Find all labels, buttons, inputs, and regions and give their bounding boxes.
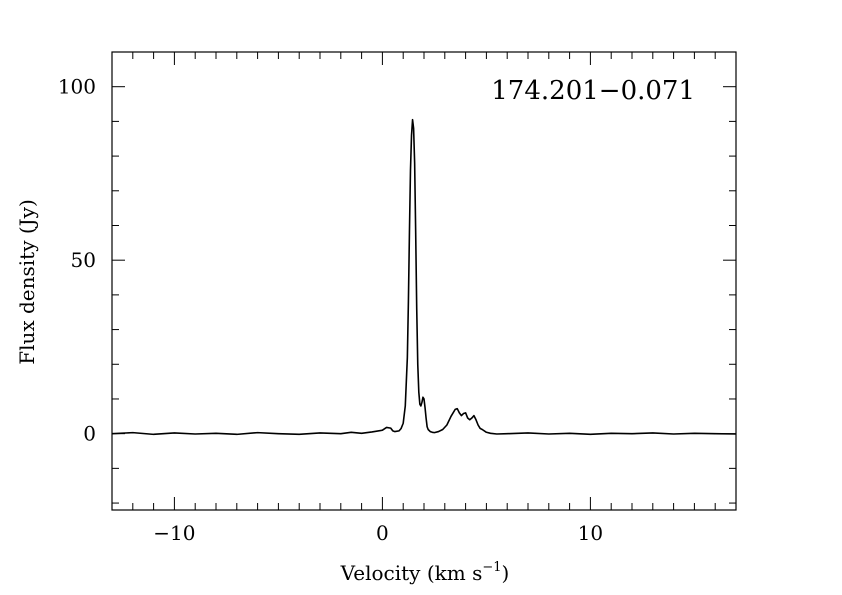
plot-frame bbox=[111, 51, 737, 511]
y-tick-label: 100 bbox=[58, 75, 96, 99]
y-tick-label: 0 bbox=[83, 422, 96, 446]
x-tick-label: 0 bbox=[376, 521, 389, 545]
x-tick-label: 10 bbox=[578, 521, 603, 545]
y-axis-title: Flux density (Jy) bbox=[15, 199, 39, 365]
x-axis-title: Velocity (km s−1) bbox=[340, 560, 510, 585]
x-axis-title-exponent: −1 bbox=[482, 560, 501, 575]
x-tick-label: −10 bbox=[153, 521, 195, 545]
y-tick-label: 50 bbox=[71, 248, 96, 272]
panel-label: 174.201−0.071 bbox=[491, 76, 695, 106]
axis-ticks bbox=[111, 51, 737, 510]
spectrum-series-line bbox=[111, 118, 737, 436]
x-axis-title-close: ) bbox=[502, 561, 510, 585]
